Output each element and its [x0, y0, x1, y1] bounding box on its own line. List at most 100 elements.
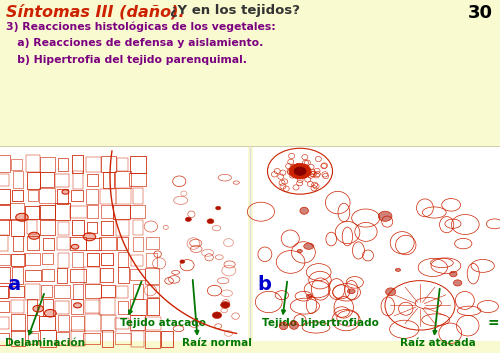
- Bar: [70, 206, 87, 219]
- Circle shape: [289, 163, 311, 179]
- Bar: [70, 237, 86, 250]
- FancyBboxPatch shape: [0, 146, 248, 341]
- Bar: [86, 157, 101, 172]
- Bar: [118, 252, 128, 267]
- Bar: [26, 270, 41, 281]
- Bar: [84, 333, 100, 344]
- Ellipse shape: [290, 321, 298, 329]
- Ellipse shape: [212, 312, 222, 318]
- Ellipse shape: [396, 268, 400, 271]
- Bar: [43, 299, 53, 316]
- Bar: [100, 237, 116, 250]
- Bar: [9, 286, 24, 297]
- Ellipse shape: [72, 244, 79, 249]
- Bar: [146, 268, 160, 284]
- Bar: [160, 330, 173, 347]
- Bar: [118, 267, 129, 283]
- Bar: [43, 238, 54, 250]
- Bar: [0, 220, 8, 235]
- Bar: [28, 299, 38, 315]
- Bar: [100, 268, 112, 282]
- Bar: [102, 205, 112, 219]
- Bar: [146, 238, 159, 250]
- Bar: [28, 190, 38, 201]
- Bar: [116, 333, 131, 345]
- Bar: [10, 330, 25, 346]
- Ellipse shape: [216, 206, 221, 210]
- Bar: [116, 188, 131, 204]
- Bar: [12, 267, 22, 284]
- Ellipse shape: [16, 213, 28, 221]
- Bar: [147, 285, 159, 297]
- Bar: [86, 174, 98, 186]
- Bar: [72, 220, 84, 235]
- Bar: [133, 238, 143, 251]
- Bar: [145, 331, 160, 348]
- Ellipse shape: [280, 322, 287, 330]
- Ellipse shape: [298, 250, 302, 253]
- Ellipse shape: [28, 232, 40, 239]
- Bar: [70, 330, 85, 346]
- Bar: [54, 285, 70, 298]
- Bar: [148, 298, 159, 316]
- Ellipse shape: [74, 303, 82, 308]
- Bar: [40, 330, 56, 347]
- Bar: [12, 190, 22, 201]
- Bar: [73, 284, 83, 299]
- Bar: [87, 253, 99, 266]
- Bar: [40, 157, 56, 172]
- Bar: [117, 158, 128, 171]
- Bar: [99, 298, 115, 315]
- Text: b) Hipertrofia del tejido parenquimal.: b) Hipertrofia del tejido parenquimal.: [6, 55, 247, 65]
- Ellipse shape: [454, 280, 462, 286]
- Text: 30: 30: [468, 4, 492, 22]
- Bar: [0, 301, 9, 312]
- Bar: [12, 172, 23, 188]
- Bar: [86, 189, 98, 204]
- Bar: [132, 284, 143, 299]
- Ellipse shape: [62, 190, 69, 194]
- Bar: [57, 189, 68, 204]
- Ellipse shape: [44, 310, 56, 317]
- Bar: [87, 222, 97, 233]
- Bar: [118, 237, 128, 250]
- Text: b: b: [258, 275, 272, 294]
- Ellipse shape: [207, 219, 214, 224]
- Bar: [145, 317, 161, 330]
- Text: a) Reacciones de defensa y aislamiento.: a) Reacciones de defensa y aislamiento.: [6, 38, 264, 48]
- Ellipse shape: [300, 207, 308, 214]
- Bar: [72, 316, 84, 331]
- Bar: [116, 220, 130, 236]
- Bar: [102, 252, 112, 265]
- Bar: [11, 158, 22, 170]
- Ellipse shape: [186, 217, 192, 221]
- Text: Raíz normal: Raíz normal: [182, 338, 252, 348]
- Text: =: =: [488, 316, 499, 330]
- Bar: [58, 222, 68, 235]
- Bar: [72, 171, 83, 189]
- Text: Raíz atacada: Raíz atacada: [400, 338, 476, 348]
- Ellipse shape: [386, 288, 396, 296]
- Bar: [132, 188, 143, 204]
- Bar: [26, 155, 40, 172]
- Bar: [40, 316, 54, 330]
- Ellipse shape: [180, 260, 185, 263]
- Bar: [56, 174, 69, 187]
- Bar: [10, 219, 24, 236]
- Bar: [56, 332, 70, 345]
- Bar: [42, 269, 54, 281]
- Bar: [55, 301, 69, 314]
- Bar: [146, 252, 157, 267]
- Bar: [26, 172, 40, 189]
- Bar: [11, 314, 25, 331]
- Text: 3) Reacciones histológicas de los vegetales:: 3) Reacciones histológicas de los vegeta…: [6, 21, 276, 32]
- Bar: [86, 205, 99, 218]
- Bar: [40, 220, 55, 235]
- Bar: [0, 253, 10, 265]
- Ellipse shape: [378, 211, 392, 221]
- Bar: [130, 269, 145, 280]
- Bar: [102, 172, 114, 188]
- Bar: [57, 268, 68, 283]
- Ellipse shape: [450, 271, 457, 277]
- Bar: [130, 331, 143, 347]
